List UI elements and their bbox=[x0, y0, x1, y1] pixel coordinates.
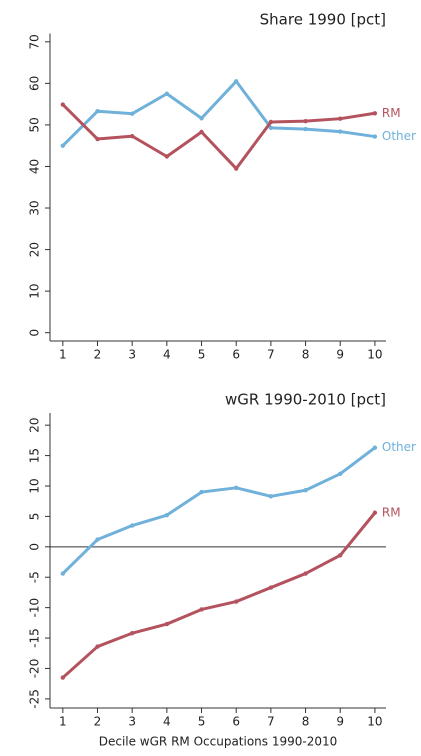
x-tick-label: 3 bbox=[128, 348, 136, 362]
x-tick-label: 7 bbox=[267, 715, 275, 729]
y-tick-label: 0 bbox=[28, 543, 42, 551]
x-tick-label: 4 bbox=[163, 715, 171, 729]
point bbox=[164, 154, 170, 159]
y-tick-label: 20 bbox=[28, 418, 42, 433]
series-label: RM bbox=[382, 106, 401, 120]
point bbox=[164, 512, 170, 518]
point bbox=[234, 485, 239, 491]
y-tick-label: -15 bbox=[28, 628, 42, 648]
y-tick-label: -25 bbox=[28, 689, 42, 709]
x-tick-label: 3 bbox=[128, 715, 136, 729]
point bbox=[60, 143, 66, 148]
series-label: Other bbox=[382, 440, 416, 454]
y-tick-label: 10 bbox=[28, 283, 42, 298]
y-tick-label: 70 bbox=[28, 34, 42, 49]
series-label: RM bbox=[382, 505, 401, 519]
y-tick-label: -10 bbox=[28, 598, 42, 618]
point bbox=[129, 111, 135, 116]
point bbox=[199, 129, 204, 135]
point bbox=[303, 488, 308, 493]
x-tick-label: 2 bbox=[94, 715, 102, 729]
point bbox=[199, 607, 204, 612]
y-tick-label: 0 bbox=[28, 329, 42, 337]
y-tick-label: 30 bbox=[28, 200, 42, 215]
line bbox=[61, 511, 377, 679]
point bbox=[268, 119, 274, 125]
point bbox=[234, 79, 239, 84]
point bbox=[303, 118, 308, 124]
point bbox=[338, 553, 343, 558]
y-tick-label: 10 bbox=[28, 478, 42, 493]
chart-title: Share 1990 [pct] bbox=[260, 11, 386, 29]
point bbox=[129, 523, 135, 528]
point bbox=[199, 116, 204, 121]
x-tick-label: 6 bbox=[232, 348, 240, 362]
point bbox=[199, 489, 204, 495]
y-tick-label: 60 bbox=[28, 76, 42, 91]
x-tick-label: 9 bbox=[336, 348, 344, 362]
point bbox=[95, 644, 100, 649]
y-tick-label: 15 bbox=[28, 448, 42, 463]
point bbox=[60, 675, 66, 680]
y-tick-label: -5 bbox=[28, 571, 42, 583]
point bbox=[372, 445, 378, 450]
point bbox=[164, 621, 170, 627]
point bbox=[60, 571, 66, 576]
x-tick-label: 8 bbox=[302, 348, 310, 362]
series-label: Other bbox=[382, 129, 416, 143]
point bbox=[234, 166, 239, 171]
x-tick-label: 2 bbox=[94, 348, 102, 362]
point bbox=[164, 91, 170, 96]
x-tick-label: 5 bbox=[198, 348, 206, 362]
point bbox=[338, 471, 343, 477]
x-tick-label: 1 bbox=[59, 348, 67, 362]
point bbox=[372, 134, 378, 139]
y-tick-label: -20 bbox=[28, 659, 42, 679]
x-tick-label: 1 bbox=[59, 715, 67, 729]
x-axis-label: Decile wGR RM Occupations 1990-2010 bbox=[99, 735, 338, 749]
point bbox=[338, 116, 343, 121]
y-tick-label: 5 bbox=[28, 513, 42, 521]
point bbox=[95, 136, 100, 142]
x-tick-label: 5 bbox=[198, 715, 206, 729]
point bbox=[129, 133, 135, 139]
point bbox=[338, 129, 343, 134]
x-tick-label: 9 bbox=[336, 715, 344, 729]
point bbox=[95, 109, 100, 114]
point bbox=[372, 510, 378, 515]
point bbox=[372, 111, 378, 116]
point bbox=[268, 585, 274, 590]
y-tick-label: 20 bbox=[28, 242, 42, 257]
x-tick-label: 7 bbox=[267, 348, 275, 362]
point bbox=[303, 571, 308, 576]
point bbox=[303, 126, 308, 132]
point bbox=[60, 102, 66, 107]
point bbox=[129, 630, 135, 636]
point bbox=[95, 537, 100, 542]
point bbox=[268, 494, 274, 499]
x-tick-label: 10 bbox=[367, 348, 382, 362]
point bbox=[268, 125, 274, 131]
x-tick-label: 4 bbox=[163, 348, 171, 362]
chart-title: wGR 1990-2010 [pct] bbox=[225, 391, 386, 409]
line bbox=[61, 79, 376, 147]
line bbox=[61, 103, 376, 171]
point bbox=[234, 599, 239, 604]
line bbox=[61, 446, 376, 575]
y-tick-label: 50 bbox=[28, 117, 42, 132]
x-tick-label: 8 bbox=[302, 715, 310, 729]
y-tick-label: 40 bbox=[28, 159, 42, 174]
x-tick-label: 10 bbox=[367, 715, 382, 729]
x-tick-label: 6 bbox=[232, 715, 240, 729]
